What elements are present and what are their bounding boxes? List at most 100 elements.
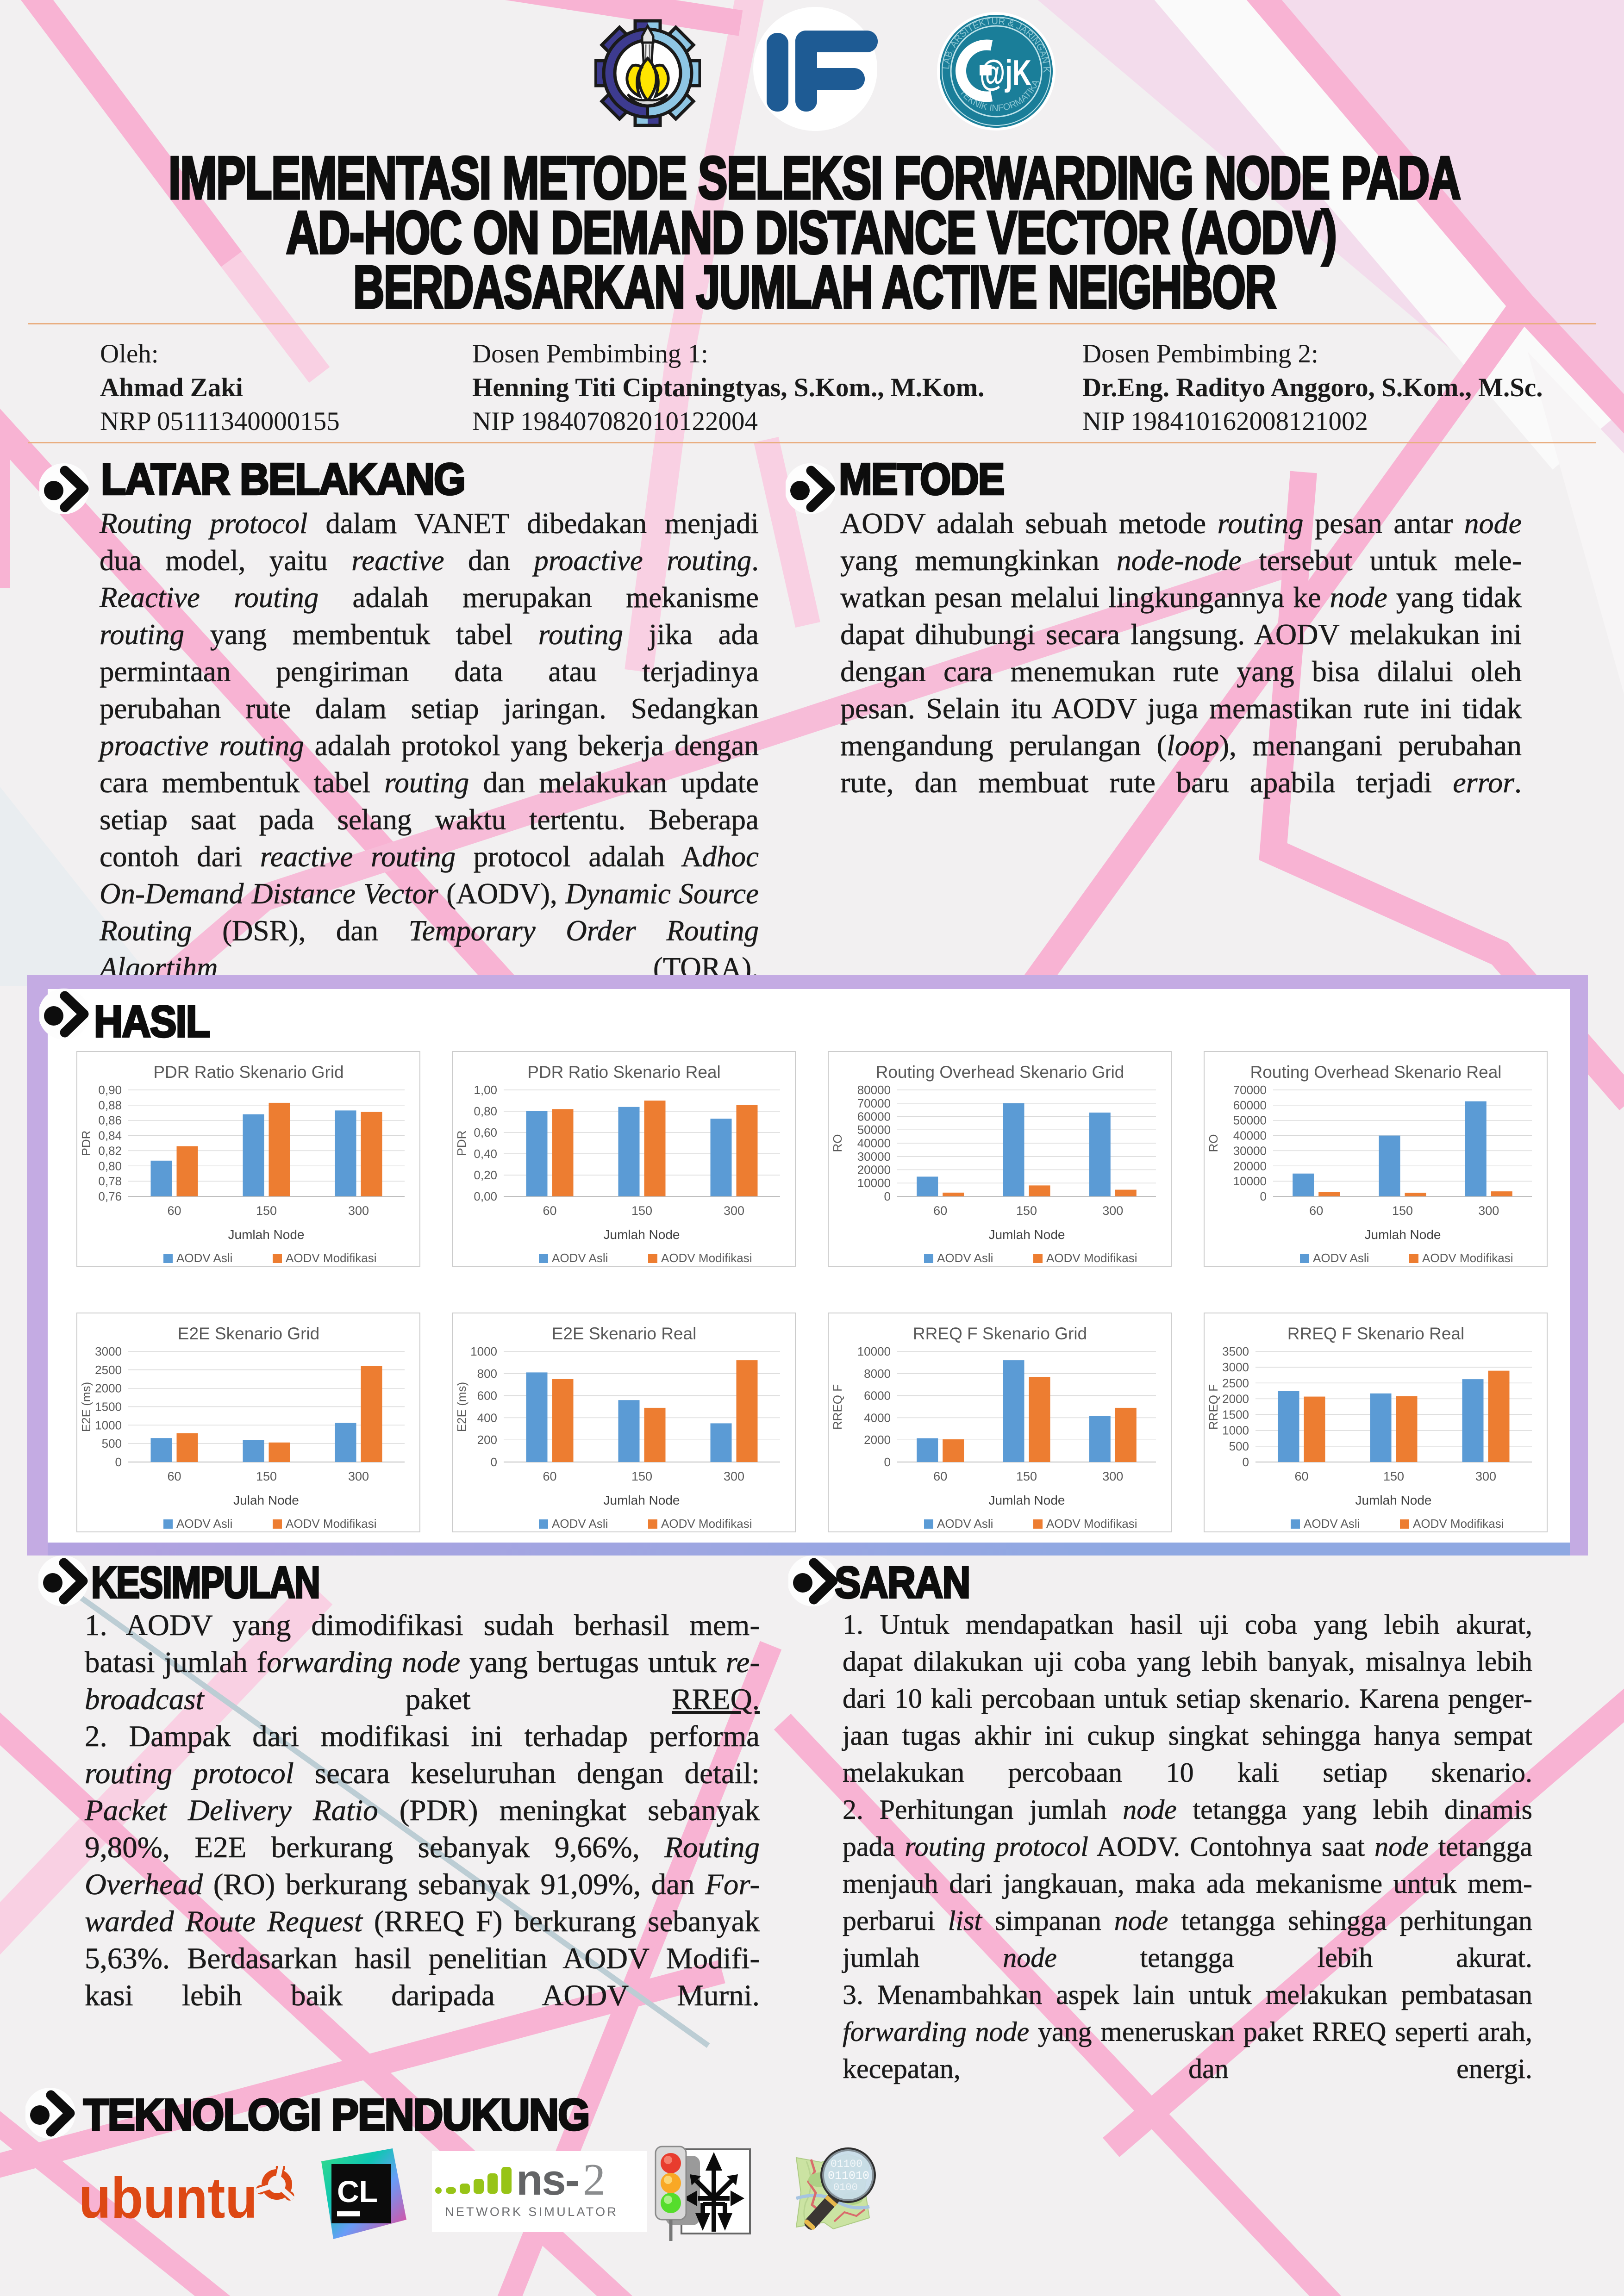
svg-text:300: 300 — [1478, 1204, 1499, 1218]
svg-text:60: 60 — [543, 1469, 556, 1483]
svg-text:300: 300 — [724, 1204, 744, 1218]
svg-text:PDR: PDR — [455, 1131, 468, 1156]
svg-text:AODV Modifikasi: AODV Modifikasi — [1422, 1251, 1513, 1265]
svg-text:3000: 3000 — [1222, 1360, 1249, 1374]
svg-text:RREQ F: RREQ F — [1206, 1384, 1220, 1430]
svg-text:Routing Overhead Skenario Grid: Routing Overhead Skenario Grid — [876, 1063, 1124, 1082]
svg-text:150: 150 — [256, 1469, 277, 1483]
svg-text:30000: 30000 — [1233, 1144, 1267, 1157]
svg-text:20000: 20000 — [857, 1163, 891, 1177]
svg-text:0,86: 0,86 — [98, 1114, 122, 1127]
svg-text:CL: CL — [337, 2174, 378, 2209]
svg-text:20000: 20000 — [1233, 1159, 1267, 1173]
svg-text:50000: 50000 — [857, 1123, 891, 1137]
svg-text:AODV Asli: AODV Asli — [1304, 1517, 1360, 1531]
svg-text:0: 0 — [884, 1455, 891, 1469]
svg-text:Jumlah Node: Jumlah Node — [228, 1227, 305, 1242]
svg-text:60: 60 — [167, 1204, 181, 1218]
svg-text:0: 0 — [884, 1189, 891, 1203]
svg-text:RO: RO — [831, 1134, 844, 1152]
svg-text:2000: 2000 — [95, 1381, 122, 1395]
svg-text:80000: 80000 — [857, 1083, 891, 1097]
svg-text:0,20: 0,20 — [474, 1168, 497, 1182]
svg-text:60: 60 — [933, 1204, 947, 1218]
svg-text:0,90: 0,90 — [98, 1083, 122, 1097]
svg-text:AODV Asli: AODV Asli — [176, 1517, 232, 1531]
svg-text:60: 60 — [543, 1204, 556, 1218]
svg-text:0: 0 — [115, 1455, 122, 1469]
svg-text:0: 0 — [1243, 1455, 1249, 1469]
svg-text:0,76: 0,76 — [98, 1189, 122, 1203]
svg-text:Jumlah Node: Jumlah Node — [989, 1493, 1065, 1507]
svg-text:PDR Ratio Skenario Grid: PDR Ratio Skenario Grid — [153, 1063, 344, 1082]
svg-text:60: 60 — [933, 1469, 947, 1483]
svg-text:150: 150 — [631, 1469, 652, 1483]
svg-text:60: 60 — [167, 1469, 181, 1483]
svg-text:RREQ F Skenario Grid: RREQ F Skenario Grid — [913, 1324, 1087, 1343]
svg-text:300: 300 — [724, 1469, 744, 1483]
svg-text:0,80: 0,80 — [98, 1159, 122, 1173]
svg-text:RO: RO — [1206, 1134, 1220, 1152]
svg-text:1000: 1000 — [1222, 1424, 1249, 1437]
svg-text:0,78: 0,78 — [98, 1174, 122, 1188]
svg-text:1,00: 1,00 — [474, 1083, 497, 1097]
svg-text:AODV Asli: AODV Asli — [552, 1517, 608, 1531]
svg-text:0,40: 0,40 — [474, 1147, 497, 1161]
svg-text:AODV Modifikasi: AODV Modifikasi — [661, 1251, 752, 1265]
svg-text:ns-: ns- — [516, 2155, 579, 2204]
svg-text:E2E (ms): E2E (ms) — [455, 1382, 468, 1432]
svg-text:60000: 60000 — [857, 1110, 891, 1124]
svg-text:NETWORK SIMULATOR: NETWORK SIMULATOR — [445, 2205, 616, 2219]
svg-text:Julah Node: Julah Node — [233, 1493, 299, 1507]
svg-text:1500: 1500 — [95, 1400, 122, 1414]
svg-text:Jumlah Node: Jumlah Node — [989, 1227, 1065, 1242]
svg-text:500: 500 — [102, 1437, 122, 1450]
svg-text:0100: 0100 — [833, 2182, 858, 2193]
svg-text:Jumlah Node: Jumlah Node — [1365, 1227, 1441, 1242]
svg-text:300: 300 — [1475, 1469, 1496, 1483]
svg-text:0,84: 0,84 — [98, 1129, 122, 1143]
svg-text:1000: 1000 — [470, 1344, 497, 1358]
svg-text:10000: 10000 — [857, 1344, 891, 1358]
svg-text:400: 400 — [477, 1411, 497, 1425]
svg-text:300: 300 — [1102, 1469, 1123, 1483]
svg-text:AODV Asli: AODV Asli — [552, 1251, 608, 1265]
svg-text:6000: 6000 — [864, 1389, 891, 1403]
svg-text:3000: 3000 — [95, 1344, 122, 1358]
svg-text:300: 300 — [348, 1204, 369, 1218]
svg-text:2500: 2500 — [95, 1363, 122, 1377]
svg-text:ubuntu: ubuntu — [79, 2166, 257, 2230]
svg-text:Routing Overhead Skenario Real: Routing Overhead Skenario Real — [1250, 1063, 1502, 1082]
svg-text:2500: 2500 — [1222, 1376, 1249, 1390]
svg-text:70000: 70000 — [1233, 1083, 1267, 1097]
svg-text:Jumlah Node: Jumlah Node — [604, 1227, 680, 1242]
svg-text:PDR: PDR — [79, 1131, 93, 1156]
svg-text:0: 0 — [491, 1455, 497, 1469]
svg-text:40000: 40000 — [1233, 1129, 1267, 1143]
svg-text:3500: 3500 — [1222, 1344, 1249, 1358]
svg-text:30000: 30000 — [857, 1150, 891, 1164]
svg-text:600: 600 — [477, 1389, 497, 1403]
svg-text:E2E (ms): E2E (ms) — [79, 1382, 93, 1432]
svg-text:PDR Ratio Skenario Real: PDR Ratio Skenario Real — [527, 1063, 720, 1082]
svg-text:2: 2 — [583, 2155, 606, 2205]
svg-text:200: 200 — [477, 1433, 497, 1447]
svg-text:0,00: 0,00 — [474, 1189, 497, 1203]
svg-text:60: 60 — [1309, 1204, 1323, 1218]
svg-text:Jumlah Node: Jumlah Node — [1355, 1493, 1432, 1507]
svg-text:150: 150 — [631, 1204, 652, 1218]
svg-text:150: 150 — [1392, 1204, 1413, 1218]
svg-text:150: 150 — [1383, 1469, 1404, 1483]
svg-text:Jumlah Node: Jumlah Node — [604, 1493, 680, 1507]
svg-text:AODV Asli: AODV Asli — [937, 1517, 993, 1531]
svg-text:150: 150 — [1016, 1204, 1037, 1218]
svg-text:0,80: 0,80 — [474, 1104, 497, 1118]
svg-text:300: 300 — [348, 1469, 369, 1483]
svg-text:AODV Asli: AODV Asli — [176, 1251, 232, 1265]
svg-text:800: 800 — [477, 1367, 497, 1381]
svg-text:RREQ F Skenario Real: RREQ F Skenario Real — [1287, 1324, 1464, 1343]
svg-text:300: 300 — [1102, 1204, 1123, 1218]
svg-text:4000: 4000 — [864, 1411, 891, 1425]
svg-text:RREQ F: RREQ F — [831, 1384, 844, 1430]
svg-text:AODV Asli: AODV Asli — [937, 1251, 993, 1265]
